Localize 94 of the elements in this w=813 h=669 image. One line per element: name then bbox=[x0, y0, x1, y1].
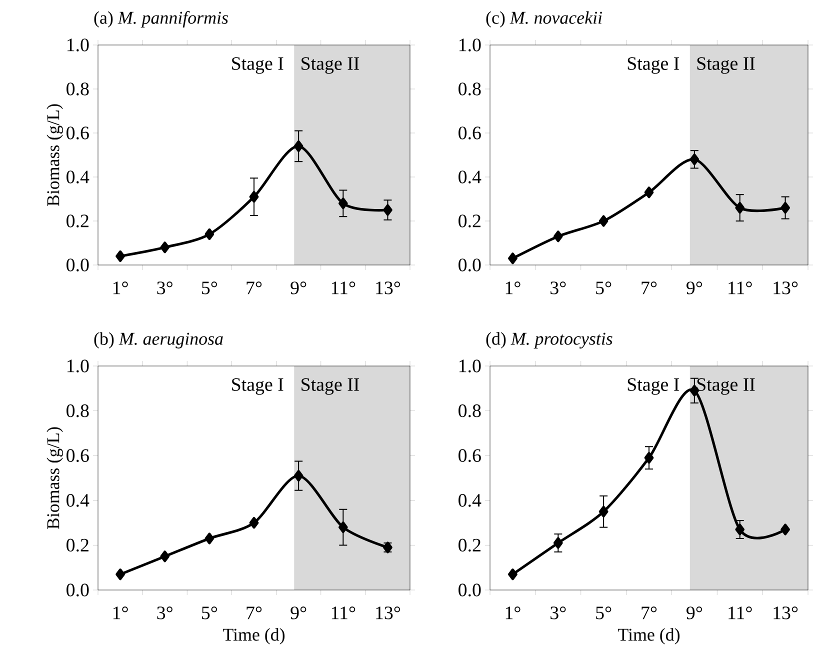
x-tick-label: 13° bbox=[376, 606, 400, 620]
x-tick-label: 9° bbox=[686, 606, 702, 620]
x-tick-label: 9° bbox=[290, 606, 306, 620]
annotation: Stage I bbox=[232, 57, 284, 74]
x-tick-label: 3° bbox=[157, 282, 172, 294]
y-tick-label: 0.0 bbox=[458, 258, 481, 272]
point bbox=[690, 154, 700, 166]
point bbox=[294, 140, 304, 152]
point bbox=[644, 452, 654, 464]
point bbox=[383, 204, 392, 216]
point bbox=[338, 198, 348, 210]
y-axis-title: Biomass (g/L) bbox=[46, 427, 63, 530]
y-tick-label: 0.4 bbox=[458, 170, 482, 184]
y-tick-label: 0.8 bbox=[66, 404, 89, 418]
point bbox=[735, 202, 745, 214]
annotation: Stage I bbox=[232, 378, 284, 395]
x-tick-label: 3° bbox=[157, 606, 172, 620]
x-tick-label: 11° bbox=[332, 282, 356, 294]
y-tick-label: 1.0 bbox=[459, 38, 481, 52]
y-tick-label: 0.4 bbox=[66, 170, 90, 184]
y-tick-label: 0.6 bbox=[458, 449, 481, 462]
x-tick-label: 7° bbox=[246, 282, 262, 294]
chart-title: (c) M. novacekii bbox=[486, 11, 602, 28]
point bbox=[644, 186, 654, 198]
x-tick-label: 3° bbox=[550, 606, 566, 620]
x-tick-label: 9° bbox=[686, 282, 702, 294]
x-tick-label: 13° bbox=[774, 282, 798, 294]
point bbox=[294, 470, 304, 482]
point bbox=[553, 230, 563, 242]
band-label: Stage II bbox=[697, 378, 755, 395]
x-axis-title: Time (d) bbox=[223, 628, 285, 644]
y-tick-label: 0.8 bbox=[458, 82, 481, 96]
x-tick-label: 13° bbox=[376, 282, 400, 294]
y-tick-label: 1.0 bbox=[67, 360, 89, 372]
x-tick-label: 13° bbox=[774, 606, 798, 620]
point bbox=[249, 517, 259, 529]
point bbox=[598, 215, 608, 227]
y-tick-label: 0.8 bbox=[66, 82, 89, 96]
point bbox=[338, 521, 348, 534]
y-tick-label: 0.0 bbox=[458, 584, 481, 596]
point bbox=[508, 252, 518, 264]
y-tick-label: 0.6 bbox=[66, 449, 89, 462]
point bbox=[780, 524, 790, 536]
point bbox=[780, 202, 790, 214]
point bbox=[160, 550, 170, 562]
y-tick-label: 0.0 bbox=[66, 258, 89, 272]
x-tick-label: 11° bbox=[728, 282, 752, 294]
chart-title: (a) M. panniformis bbox=[94, 11, 228, 28]
x-tick-label: 5° bbox=[202, 282, 218, 294]
y-tick-label: 0.4 bbox=[66, 494, 90, 507]
y-tick-label: 1.0 bbox=[67, 38, 89, 52]
y-tick-label: 0.6 bbox=[66, 126, 89, 140]
y-tick-label: 0.6 bbox=[458, 126, 481, 140]
x-tick-label: 3° bbox=[550, 282, 566, 294]
y-tick-label: 0.2 bbox=[458, 214, 480, 228]
band-label: Stage II bbox=[302, 378, 360, 395]
x-tick-label: 9° bbox=[290, 282, 306, 294]
y-tick-label: 0.2 bbox=[66, 214, 88, 228]
annotation: Stage I bbox=[628, 57, 680, 74]
y-tick-label: 1.0 bbox=[459, 360, 481, 372]
band-label: Stage II bbox=[697, 57, 755, 74]
point bbox=[553, 537, 563, 549]
x-tick-label: 7° bbox=[246, 606, 262, 620]
x-tick-label: 11° bbox=[332, 606, 356, 620]
point bbox=[735, 524, 745, 536]
x-tick-label: 1° bbox=[113, 282, 128, 294]
x-axis-title: Time (d) bbox=[618, 628, 680, 644]
y-tick-label: 0.0 bbox=[66, 584, 89, 596]
chart-title: (b) M. aeruginosa bbox=[94, 332, 223, 348]
x-tick-label: 1° bbox=[506, 282, 520, 294]
x-tick-label: 1° bbox=[506, 606, 520, 620]
x-tick-label: 7° bbox=[642, 282, 657, 294]
y-axis-title: Biomass (g/L) bbox=[46, 104, 63, 206]
point bbox=[116, 568, 125, 580]
point bbox=[116, 250, 125, 262]
y-tick-label: 0.2 bbox=[66, 538, 88, 552]
point bbox=[160, 242, 170, 254]
y-tick-label: 0.2 bbox=[458, 538, 480, 552]
point bbox=[508, 568, 518, 580]
x-tick-label: 1° bbox=[113, 606, 128, 620]
y-tick-label: 0.8 bbox=[458, 404, 481, 418]
x-tick-label: 11° bbox=[728, 606, 752, 620]
x-tick-label: 5° bbox=[596, 606, 612, 620]
point bbox=[204, 532, 214, 544]
x-tick-label: 5° bbox=[596, 282, 612, 294]
point bbox=[204, 228, 214, 240]
point bbox=[598, 506, 608, 518]
annotation: Stage I bbox=[628, 378, 680, 395]
x-tick-label: 5° bbox=[202, 606, 218, 620]
x-tick-label: 7° bbox=[642, 606, 657, 620]
band-label: Stage II bbox=[302, 57, 360, 74]
point bbox=[249, 190, 259, 203]
chart-title: (d) M. protocystis bbox=[486, 332, 612, 349]
y-tick-label: 0.4 bbox=[458, 494, 482, 507]
